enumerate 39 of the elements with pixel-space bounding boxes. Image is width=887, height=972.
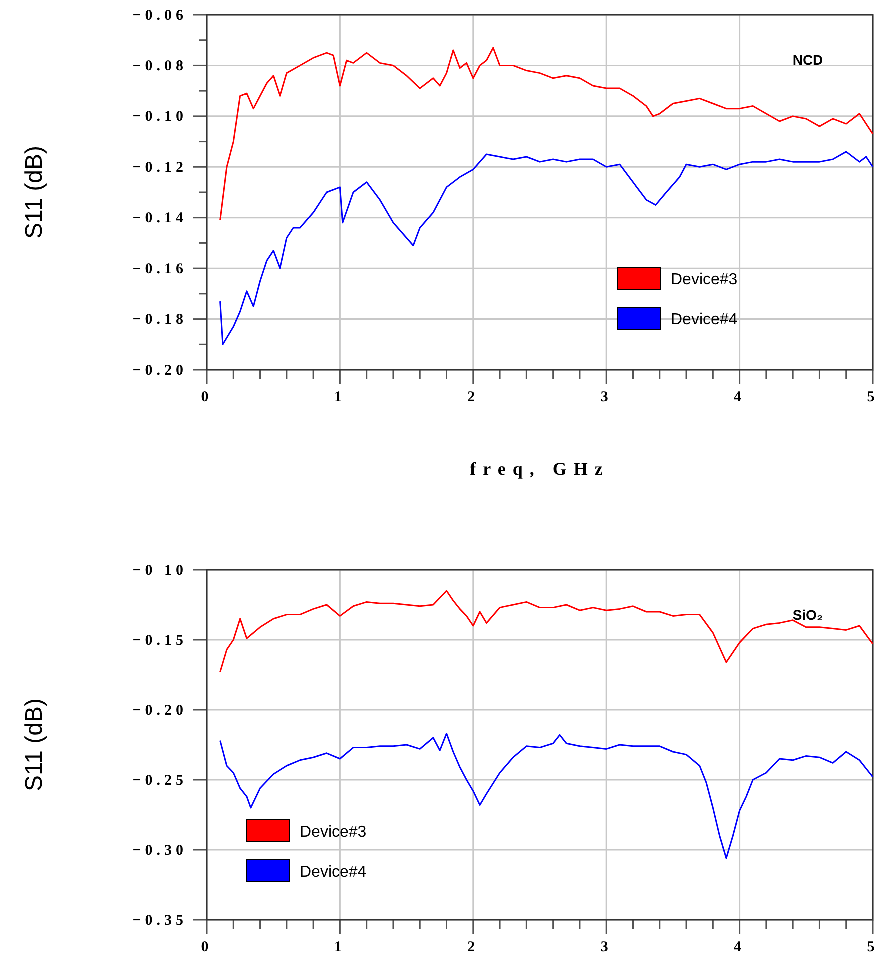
x-tick-label: 0 xyxy=(201,940,213,956)
x-tick-label: 2 xyxy=(468,940,480,956)
line-series xyxy=(220,733,874,860)
annotation: SiO₂ xyxy=(792,607,824,623)
x-tick-label: 5 xyxy=(867,390,879,406)
x-axis-title: freq, GHz xyxy=(470,459,610,479)
x-tick-label: 2 xyxy=(468,390,480,406)
y-tick-label: −0.20 xyxy=(132,362,188,379)
y-axis-title: S11 (dB) xyxy=(21,698,48,792)
y-tick-label: −0.12 xyxy=(132,160,188,176)
legend-label: Device#4 xyxy=(671,312,738,328)
legend-label: Device#3 xyxy=(300,824,367,841)
y-tick-label: −0.30 xyxy=(132,842,188,859)
x-tick-label: 4 xyxy=(734,390,746,406)
y-tick-label: −0.16 xyxy=(132,261,188,278)
x-tick-label: 3 xyxy=(600,940,612,956)
y-tick-label: −0.06 xyxy=(132,8,188,24)
y-tick-label: −0.15 xyxy=(132,632,188,649)
line-series xyxy=(220,590,874,673)
x-tick-label: 3 xyxy=(600,390,612,406)
annotation: NCD xyxy=(792,52,824,68)
legend-label: Device#3 xyxy=(671,272,738,288)
y-tick-label: −0.18 xyxy=(132,312,188,328)
y-tick-label: −0.35 xyxy=(132,912,188,929)
legend-label: Device#4 xyxy=(300,864,367,881)
x-tick-label: 5 xyxy=(867,940,879,956)
line-series xyxy=(220,151,874,346)
x-tick-label: 1 xyxy=(334,940,346,956)
y-tick-label: −0.10 xyxy=(132,109,188,126)
y-tick-label: −0.25 xyxy=(132,772,188,789)
y-tick-label: −0 10 xyxy=(132,562,188,579)
y-tick-label: −0.20 xyxy=(132,702,188,719)
y-axis-title: S11 (dB) xyxy=(21,146,48,239)
y-tick-label: −0.14 xyxy=(132,210,188,227)
x-tick-label: 4 xyxy=(734,940,746,956)
line-series xyxy=(220,47,874,222)
y-tick-label: −0.08 xyxy=(132,58,188,75)
x-tick-label: 0 xyxy=(201,390,213,406)
x-tick-label: 1 xyxy=(334,390,346,406)
